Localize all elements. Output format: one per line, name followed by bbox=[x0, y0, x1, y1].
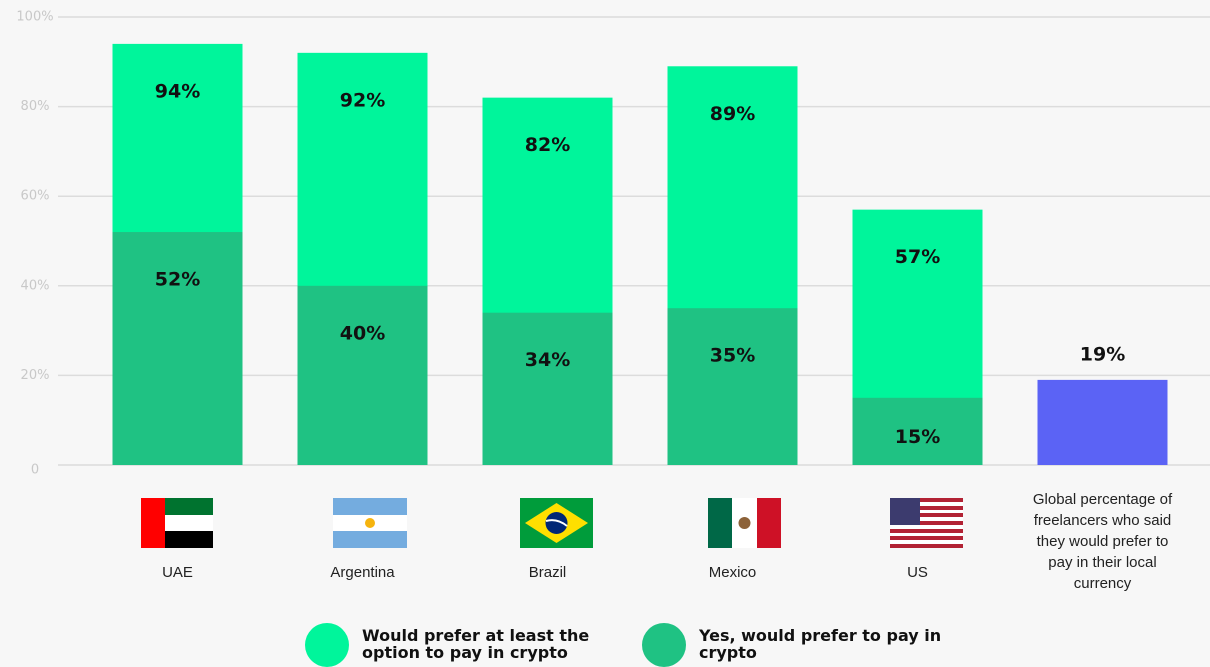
value-label: 57% bbox=[895, 246, 940, 268]
bar bbox=[852, 397, 983, 465]
value-label: 92% bbox=[340, 89, 385, 111]
y-tick-label: 60% bbox=[21, 189, 50, 204]
value-label: 34% bbox=[525, 349, 570, 371]
flag-brazil bbox=[520, 498, 593, 548]
y-tick-label: 20% bbox=[21, 368, 50, 383]
bar bbox=[112, 232, 243, 465]
x-tick-label: Brazil bbox=[528, 564, 567, 581]
y-tick-label: 80% bbox=[21, 99, 50, 114]
x-tick-label: US bbox=[907, 564, 928, 581]
y-tick-label: 100% bbox=[16, 10, 53, 25]
legend-label-box: Would prefer at least the option to pay … bbox=[362, 627, 590, 662]
bar bbox=[297, 285, 428, 465]
x-tick-label-box: Brazil bbox=[528, 564, 567, 581]
value-label: 40% bbox=[340, 322, 385, 344]
flag-us bbox=[890, 498, 963, 548]
value-label: 15% bbox=[895, 426, 940, 448]
bar bbox=[667, 308, 798, 465]
x-tick-label: Mexico bbox=[708, 564, 757, 581]
x-tick-label-box: Mexico bbox=[708, 564, 757, 581]
y-tick-label: 0 bbox=[31, 463, 39, 478]
x-tick-label-box: UAE bbox=[162, 564, 193, 581]
x-tick-label: Argentina bbox=[330, 564, 395, 581]
legend-label: Would prefer at least the option to pay … bbox=[362, 627, 590, 662]
legend-label: Yes, would prefer to pay in crypto bbox=[699, 627, 942, 662]
x-tick-label-box: US bbox=[907, 564, 928, 581]
flag-mexico bbox=[708, 498, 781, 548]
bar bbox=[482, 312, 613, 465]
value-label: 82% bbox=[525, 134, 570, 156]
flag-argentina bbox=[333, 498, 407, 548]
legend-label-box: Yes, would prefer to pay in crypto bbox=[699, 627, 942, 662]
value-label: 52% bbox=[155, 269, 200, 291]
x-tick-label-box: Argentina bbox=[330, 564, 395, 581]
bar bbox=[1037, 379, 1168, 465]
value-label: 35% bbox=[710, 345, 755, 367]
value-label: 89% bbox=[710, 103, 755, 125]
x-tick-label: Global percentage of freelancers who sai… bbox=[1032, 491, 1173, 592]
value-label: 94% bbox=[155, 80, 200, 102]
x-tick-label: UAE bbox=[162, 564, 193, 581]
flags bbox=[141, 498, 963, 548]
legend-marker bbox=[642, 623, 686, 667]
y-tick-label: 40% bbox=[21, 278, 50, 293]
flag-uae bbox=[141, 498, 213, 548]
x-tick-label-box: Global percentage of freelancers who sai… bbox=[1032, 491, 1173, 592]
value-label: 19% bbox=[1080, 343, 1125, 365]
legend-marker bbox=[305, 623, 349, 667]
